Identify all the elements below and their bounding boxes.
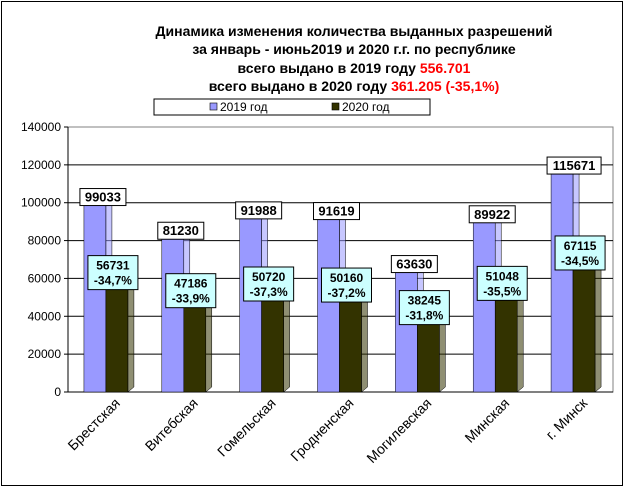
data-label-2020-value: 38245 xyxy=(408,294,442,308)
data-label-2019: 115671 xyxy=(553,158,596,173)
data-label-2019-box xyxy=(468,205,516,224)
title-total-value: 361.205 (-35,1%) xyxy=(391,78,499,94)
bar-2020 xyxy=(338,291,369,393)
data-label-2019-box xyxy=(235,201,283,220)
x-category-label: г. Минск xyxy=(542,394,590,442)
data-label-2020-value: 67115 xyxy=(564,239,597,253)
data-label-2019-box xyxy=(390,255,438,274)
bar-2020 xyxy=(260,290,291,393)
data-label-2020-value: 51048 xyxy=(486,269,520,283)
chart-title-line: всего выдано в 2019 году 556.701 xyxy=(238,60,471,76)
data-label-2020-change: -34,5% xyxy=(561,254,599,268)
data-label-2020-change: -34,7% xyxy=(94,274,132,288)
data-label-2020-value: 50720 xyxy=(252,270,286,284)
title-text: за январь - июнь2019 и 2020 г.г. по респ… xyxy=(192,41,515,57)
bar-front xyxy=(417,319,440,393)
bar-front xyxy=(317,218,340,393)
bar-front xyxy=(395,271,418,393)
bar-front xyxy=(183,302,207,393)
bar-side xyxy=(205,297,213,393)
legend-swatch-2019 xyxy=(209,102,218,111)
bar-2020 xyxy=(494,289,524,393)
y-tick-label: 80000 xyxy=(28,234,62,248)
data-label-2020-change: -37,2% xyxy=(327,286,365,300)
x-category-label: Гродненская xyxy=(287,395,356,464)
x-category-label: Могилевская xyxy=(363,395,434,466)
data-label-2020-value: 56731 xyxy=(96,259,130,273)
y-tick-label: 60000 xyxy=(28,271,62,285)
legend-box xyxy=(153,98,431,116)
bar-2020 xyxy=(572,259,602,393)
chart-title-line: Динамика изменения количества выданных р… xyxy=(156,23,553,39)
y-tick-label: 0 xyxy=(54,385,61,399)
y-tick-label: 140000 xyxy=(21,120,61,134)
bar-side xyxy=(594,259,602,393)
legend-swatch-2020 xyxy=(331,102,340,111)
bar-2020 xyxy=(105,279,135,393)
bar-front xyxy=(261,295,284,393)
bar-front xyxy=(494,295,518,393)
bar-front xyxy=(339,296,362,393)
data-label-2019: 81230 xyxy=(163,223,199,238)
y-tick-label: 20000 xyxy=(28,347,62,361)
data-label-2019-box xyxy=(79,188,127,207)
x-category-label: Брестская xyxy=(64,395,123,454)
x-category-label: Минская xyxy=(461,395,512,446)
data-label-2019-box xyxy=(157,221,205,240)
data-label-2019-box xyxy=(313,202,360,221)
data-label-2020-change: -33,9% xyxy=(172,292,210,306)
bar-2020 xyxy=(183,297,213,393)
data-label-2019: 63630 xyxy=(396,257,432,272)
legend: 2019 год 2020 год xyxy=(153,98,431,116)
bar-side xyxy=(127,279,135,393)
bar-front xyxy=(239,217,262,393)
bar-side xyxy=(439,314,446,393)
legend-label-2020: 2020 год xyxy=(342,100,390,114)
x-category-label: Гомельская xyxy=(214,395,279,460)
data-label-2020-box xyxy=(554,235,606,271)
chart-title-line: за январь - июнь2019 и 2020 г.г. по респ… xyxy=(192,41,515,57)
data-label-2020-box xyxy=(165,273,217,309)
bar-side xyxy=(283,290,290,393)
bar-front xyxy=(472,221,496,393)
data-label-2020-change: -35,5% xyxy=(483,284,521,298)
data-label-2020-value: 50160 xyxy=(330,271,364,285)
legend-label-2019: 2019 год xyxy=(220,100,268,114)
chart-frame: Динамика изменения количества выданных р… xyxy=(1,1,623,486)
title-text: Динамика изменения количества выданных р… xyxy=(156,23,553,39)
data-label-2020-box xyxy=(321,267,372,303)
title-text: всего выдано в 2020 году xyxy=(209,78,391,94)
data-label-2020-box xyxy=(87,255,139,291)
x-category-label: Витебская xyxy=(142,395,201,454)
bar-front xyxy=(83,204,107,393)
data-label-2020-change: -31,8% xyxy=(405,309,443,323)
y-tick-label: 40000 xyxy=(28,309,62,323)
bar-side xyxy=(361,291,368,393)
data-label-2020-value: 47186 xyxy=(174,277,208,291)
data-label-2020-box xyxy=(476,265,528,301)
bar-front xyxy=(550,172,574,393)
bar-chart: Динамика изменения количества выданных р… xyxy=(21,23,614,466)
chart-title-line: всего выдано в 2020 году 361.205 (-35,1%… xyxy=(209,78,500,94)
data-label-2020-box xyxy=(398,290,450,326)
y-tick-label: 100000 xyxy=(21,196,61,210)
bar-front xyxy=(161,237,185,393)
data-label-2019: 91988 xyxy=(241,203,277,218)
bar-front xyxy=(572,264,596,393)
data-label-2019: 99033 xyxy=(85,190,121,205)
bar-front xyxy=(105,284,129,393)
data-label-2019-box xyxy=(546,156,602,175)
data-label-2019: 89922 xyxy=(474,207,510,222)
bar-2020 xyxy=(416,314,447,393)
title-total-value: 556.701 xyxy=(420,60,471,76)
data-label-2020-box xyxy=(243,266,295,302)
title-text: всего выдано в 2019 году xyxy=(238,60,420,76)
data-label-2020-change: -37,3% xyxy=(250,285,288,299)
bar-side xyxy=(516,289,524,393)
y-tick-label: 120000 xyxy=(21,158,61,172)
data-label-2019: 91619 xyxy=(318,204,354,219)
